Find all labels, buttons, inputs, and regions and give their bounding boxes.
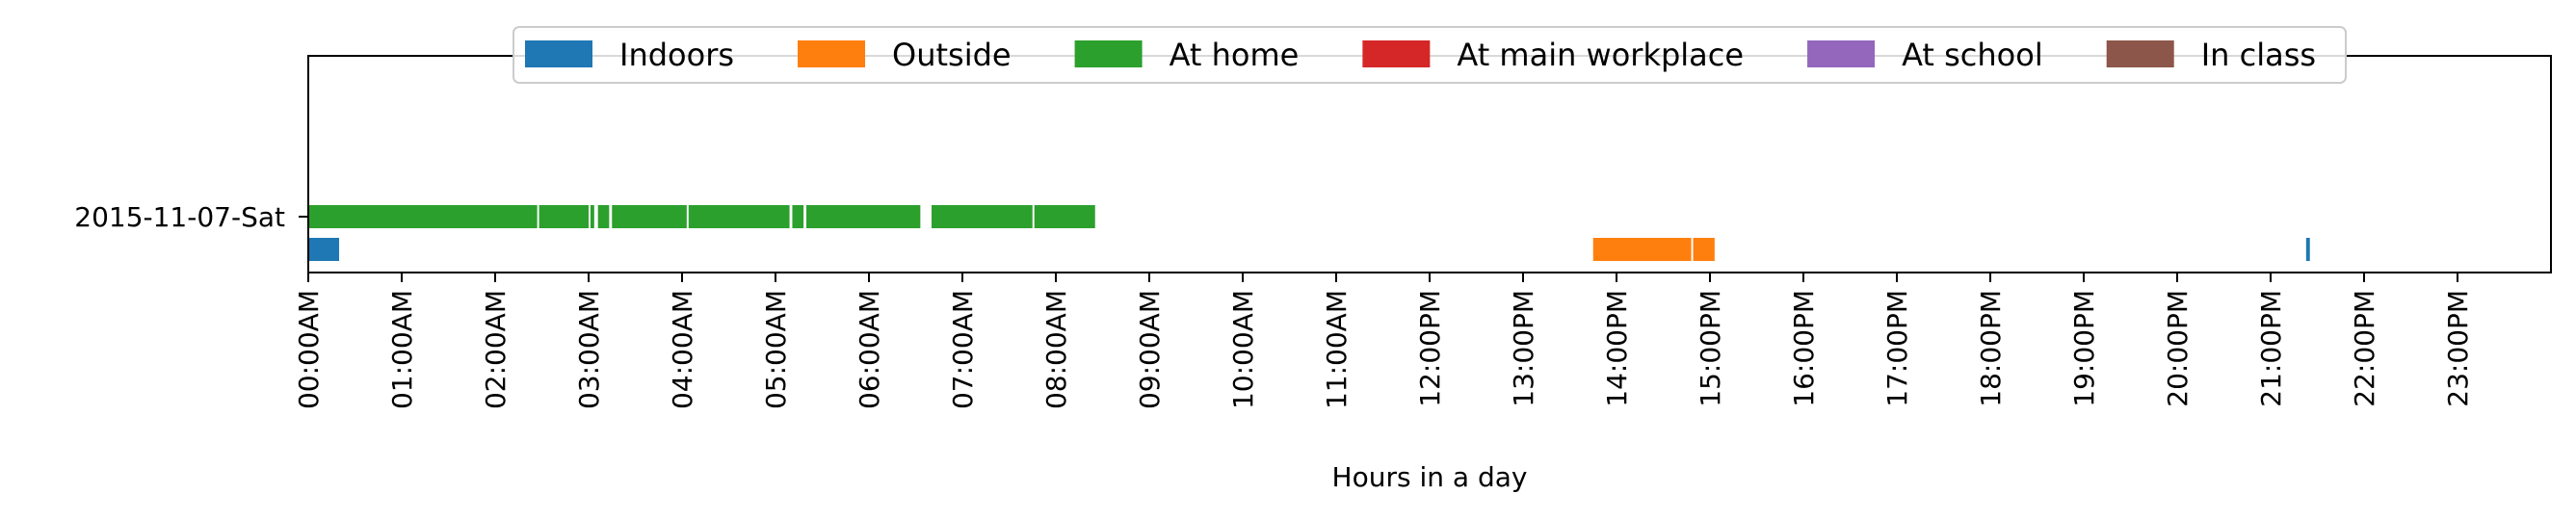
x-tick-label: 13:00PM	[1508, 290, 1539, 407]
bar-at-home-6	[792, 205, 804, 228]
x-tick-label: 05:00AM	[760, 290, 792, 409]
bar-at-home-1	[539, 205, 589, 228]
bar-indoors-0	[308, 238, 340, 261]
x-axis-label: Hours in a day	[1332, 461, 1528, 493]
legend-label: At home	[1170, 37, 1300, 73]
x-tick-label: 02:00AM	[480, 290, 512, 409]
bar-indoors-1	[2305, 238, 2310, 261]
x-tick-label: 20:00PM	[2162, 290, 2194, 407]
bar-at-home-2	[590, 205, 594, 228]
legend-swatch	[1807, 40, 1876, 67]
x-tick-label: 21:00PM	[2255, 290, 2287, 407]
legend-label: In class	[2201, 37, 2316, 73]
x-tick-label: 01:00AM	[386, 290, 418, 409]
x-tick-label: 09:00AM	[1134, 290, 1166, 409]
bar-outside-0	[1592, 238, 1692, 261]
x-tick-label: 19:00PM	[2068, 290, 2100, 407]
legend-swatch	[525, 40, 592, 67]
legend: Indoors Outside At home At main workplace At…	[513, 26, 2347, 84]
x-tick-label: 15:00PM	[1695, 290, 1726, 407]
x-tick-label: 23:00PM	[2442, 290, 2474, 407]
x-tick-label: 22:00PM	[2349, 290, 2380, 407]
x-tick-label: 18:00PM	[1975, 290, 2007, 407]
bar-at-home-9	[1034, 205, 1095, 228]
x-tick-label: 04:00AM	[667, 290, 698, 409]
legend-item-at-main-workplace: At main workplace	[1362, 37, 1744, 73]
legend-label: At main workplace	[1457, 37, 1744, 73]
bar-at-home-0	[308, 205, 538, 228]
x-tick-label: 06:00AM	[854, 290, 885, 409]
legend-label: Outside	[892, 37, 1012, 73]
legend-swatch	[2106, 40, 2174, 67]
legend-swatch	[1362, 40, 1431, 67]
legend-swatch	[798, 40, 866, 67]
legend-label: Indoors	[619, 37, 734, 73]
bar-at-home-7	[806, 205, 921, 228]
bar-at-home-4	[612, 205, 687, 228]
x-tick-label: 10:00AM	[1227, 290, 1259, 409]
legend-item-at-school: At school	[1807, 37, 2043, 73]
y-axis: 2015-11-07-Sat	[74, 201, 308, 233]
x-tick-label: 12:00PM	[1414, 290, 1446, 407]
legend-item-at-home: At home	[1074, 37, 1300, 73]
x-tick-label: 16:00PM	[1788, 290, 1820, 407]
bar-outside-1	[1693, 238, 1715, 261]
legend-item-indoors: Indoors	[525, 37, 734, 73]
x-tick-label: 14:00PM	[1601, 290, 1633, 407]
legend-item-in-class: In class	[2106, 37, 2316, 73]
bar-at-home-8	[931, 205, 1033, 228]
x-tick-label: 00:00AM	[293, 290, 325, 409]
y-tick-label: 2015-11-07-Sat	[74, 201, 285, 233]
x-tick-label: 08:00AM	[1040, 290, 1072, 409]
x-tick-label: 11:00AM	[1321, 290, 1353, 409]
legend-item-outside: Outside	[798, 37, 1012, 73]
x-tick-label: 17:00PM	[1881, 290, 1913, 407]
plot-frame	[307, 55, 2552, 273]
legend-swatch	[1074, 40, 1143, 67]
bar-at-home-3	[597, 205, 610, 228]
bar-at-home-5	[688, 205, 790, 228]
legend-label: At school	[1902, 37, 2043, 73]
activity-bars	[308, 205, 2310, 261]
x-tick-label: 07:00AM	[947, 290, 979, 409]
x-tick-label: 03:00AM	[573, 290, 605, 409]
x-axis: 00:00AM 01:00AM 02:00AM 03:00AM 04:00AM 05:00…	[293, 273, 2474, 409]
